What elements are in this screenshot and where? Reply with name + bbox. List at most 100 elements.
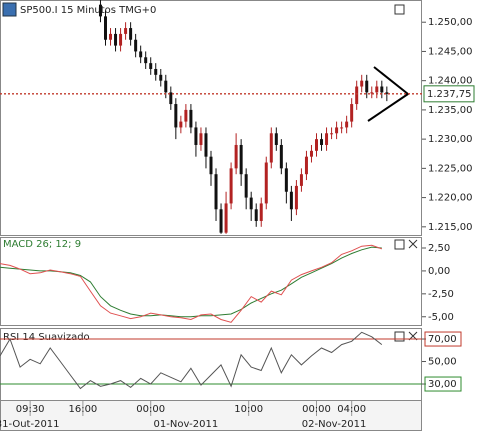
symbol-icon (2, 2, 17, 17)
candle-body (98, 4, 102, 17)
candle-body (360, 80, 364, 87)
candle-body (345, 121, 349, 128)
candle-body (134, 39, 138, 52)
macd-panel (0, 237, 422, 326)
candle-body (249, 197, 253, 210)
candle-body (199, 133, 203, 145)
x-tick-label: 10:00 (234, 404, 263, 415)
candle-body (325, 133, 329, 145)
candle-body (209, 156, 213, 175)
candle-body (340, 127, 344, 129)
series-line (0, 244, 382, 323)
candle-body (229, 168, 233, 204)
candle-body (119, 33, 123, 46)
candle-body (164, 80, 168, 93)
candle-body (204, 133, 208, 157)
y-tick-label: 50,00 (428, 357, 457, 368)
candle-body (279, 144, 283, 169)
candle-body (149, 63, 153, 69)
candle-body (139, 51, 143, 58)
candle-body (224, 203, 228, 233)
y-tick-label: -5,00 (428, 312, 454, 323)
level-label-box (424, 331, 462, 347)
candle-body (219, 209, 223, 233)
candle-body (184, 109, 188, 122)
x-tick-label: 00:00 (302, 404, 331, 415)
y-tick-label: 1.215,00 (428, 222, 473, 233)
last-price-box (423, 85, 475, 103)
candle-body (284, 168, 288, 192)
candle-body (299, 174, 303, 186)
y-tick-label: 1.220,00 (428, 193, 473, 204)
candle-body (109, 33, 113, 40)
candle-body (309, 150, 313, 157)
y-tick-label: 1.225,00 (428, 163, 473, 174)
price-panel (0, 0, 422, 236)
y-tick-label: 30,00 (428, 379, 457, 390)
candle-body (350, 104, 354, 122)
macd-title: MACD 26; 12; 9 (3, 239, 81, 250)
window-button[interactable] (394, 331, 405, 342)
candle-body (124, 28, 128, 34)
x-tick-label: 04:00 (337, 404, 366, 415)
window-button[interactable] (394, 4, 405, 15)
candle-body (159, 74, 163, 81)
candle-body (294, 185, 298, 210)
last-price-label: 1.237,75 (427, 89, 472, 100)
close-button[interactable] (408, 239, 418, 249)
candle-body (304, 156, 308, 175)
y-tick-label: -2,50 (428, 289, 454, 300)
x-tick-label: 16:00 (68, 404, 97, 415)
candle-body (315, 139, 318, 151)
date-label: 31-Out-2011 (0, 419, 60, 430)
date-label: 01-Nov-2011 (154, 419, 219, 430)
candle-body (269, 133, 273, 163)
level-label-box (424, 376, 462, 392)
candle-body (264, 162, 268, 204)
candle-body (259, 203, 263, 221)
candle-body (320, 139, 324, 145)
candle-body (194, 127, 198, 145)
candle-body (244, 174, 248, 198)
y-tick-label: 1.240,00 (428, 76, 473, 87)
y-tick-label: 70,00 (428, 334, 457, 345)
candle-body (214, 174, 218, 210)
date-label: 02-Nov-2011 (302, 419, 367, 430)
candle-body (365, 80, 369, 93)
x-tick-label: 09:30 (16, 404, 45, 415)
y-tick-label: 1.250,00 (428, 17, 473, 28)
y-tick-label: 1.230,00 (428, 134, 473, 145)
y-tick-label: 0,00 (428, 266, 450, 277)
candle-body (380, 86, 384, 93)
window-button[interactable] (394, 239, 405, 250)
candle-body (169, 92, 173, 105)
candle-body (289, 191, 293, 210)
y-tick-label: 1.245,00 (428, 46, 473, 57)
candle-body (385, 92, 389, 94)
x-tick-label: 00:00 (136, 404, 165, 415)
chart-title: SP500.I 15 Minutos TMG+0 (20, 5, 156, 16)
candle-body (104, 16, 107, 40)
candle-body (154, 68, 158, 75)
y-tick-label: 2,50 (428, 243, 450, 254)
candle-body (144, 57, 148, 64)
candle-body (179, 121, 183, 128)
candle-body (234, 144, 238, 169)
rsi-title: RSI 14 Suavizado (3, 332, 90, 343)
y-tick-label: 1.235,00 (428, 105, 473, 116)
candle-body (114, 33, 118, 46)
candle-body (370, 92, 374, 94)
candle-body (189, 109, 193, 128)
candle-body (335, 127, 339, 134)
candle-body (274, 133, 278, 145)
candle-body (375, 86, 379, 93)
candle-body (330, 133, 334, 135)
candle-body (174, 104, 178, 128)
candle-body (355, 86, 359, 105)
candle-body (129, 28, 133, 40)
candle-body (239, 144, 243, 175)
series-line (0, 331, 383, 390)
candle-body (254, 209, 258, 221)
